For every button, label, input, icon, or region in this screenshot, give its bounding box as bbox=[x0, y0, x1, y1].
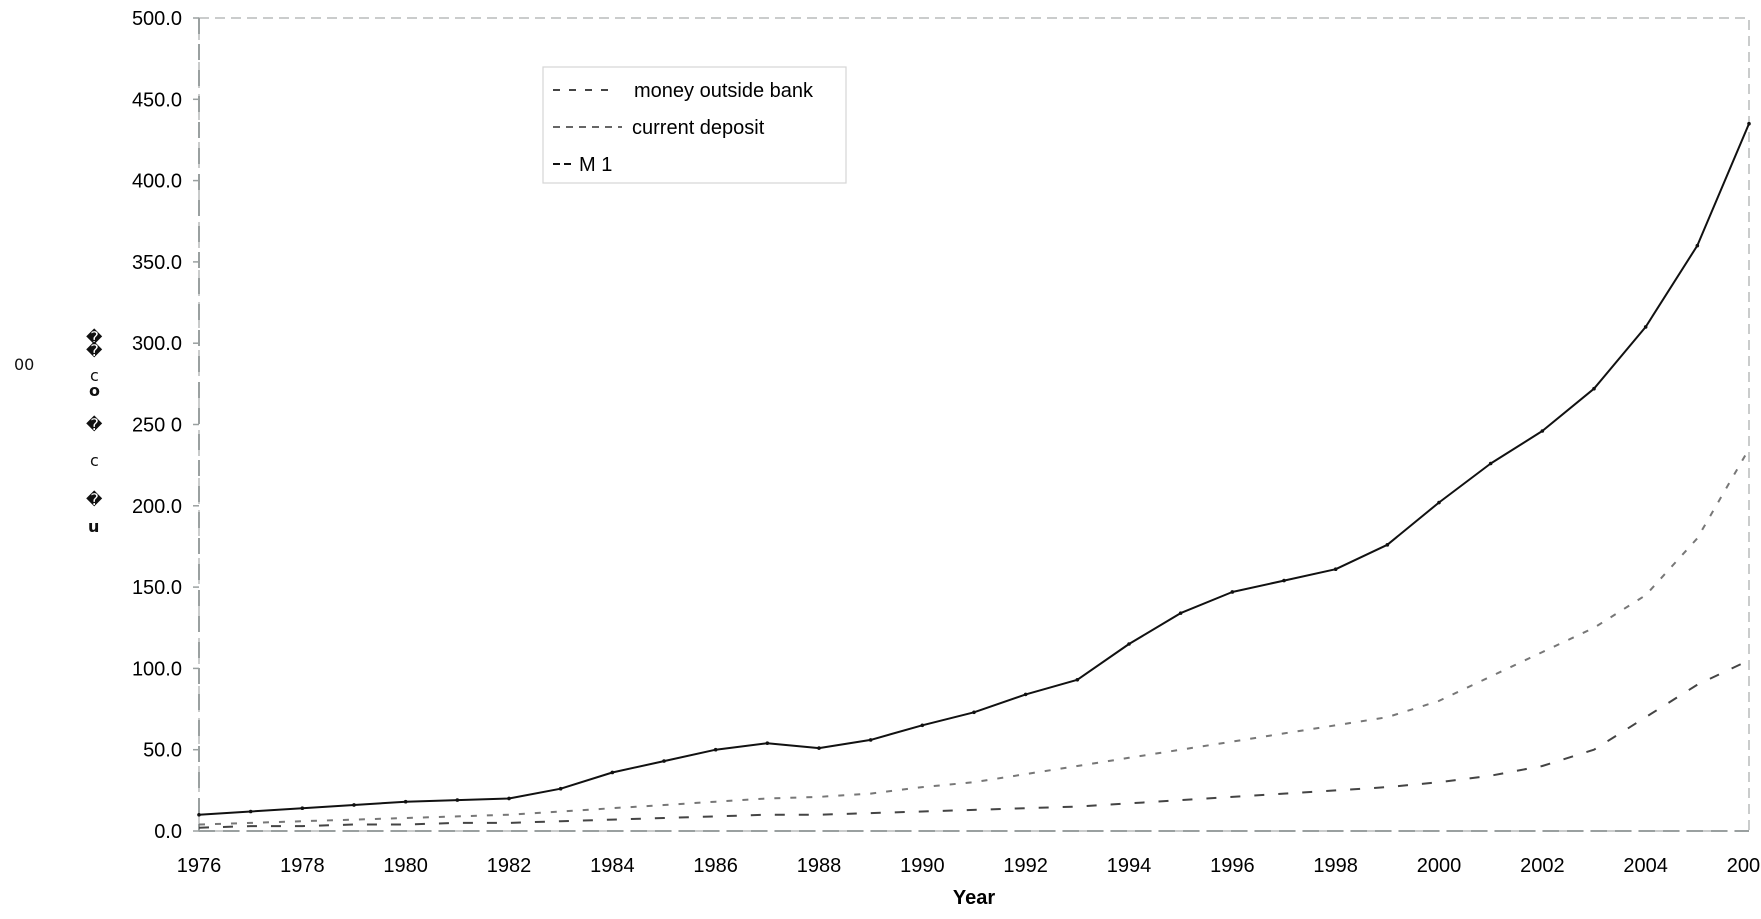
y-axis-label-glyph: u bbox=[88, 517, 99, 536]
x-tick-label: 1986 bbox=[693, 855, 738, 877]
x-tick-label: 1998 bbox=[1313, 855, 1358, 877]
y-axis-label-glyph: c bbox=[90, 451, 99, 470]
x-tick-label: 1990 bbox=[900, 855, 945, 877]
x-tick-label: 1994 bbox=[1107, 855, 1152, 877]
series-point bbox=[920, 723, 925, 728]
x-tick-label: 2002 bbox=[1520, 855, 1565, 877]
x-tick-label: 1992 bbox=[1003, 855, 1048, 877]
legend-box bbox=[542, 66, 847, 184]
series-point bbox=[662, 759, 666, 763]
series-point bbox=[1437, 500, 1441, 505]
series-layer bbox=[197, 121, 1751, 829]
y-tick-labels: 0.0 50.0 100.0 150.0 200.0 250 0 300.0 350.0 400… bbox=[132, 8, 199, 843]
series-line bbox=[198, 659, 1750, 829]
y-tick-label: 200.0 bbox=[132, 496, 182, 518]
series-point bbox=[1540, 429, 1545, 433]
series-point bbox=[455, 798, 460, 802]
x-tick-label: 2000 bbox=[1417, 855, 1462, 877]
y-tick-label: 50.0 bbox=[143, 740, 182, 762]
series-point bbox=[972, 710, 976, 715]
y-axis-label-glyph: o bbox=[89, 381, 100, 400]
x-tick-label: 2004 bbox=[1623, 855, 1668, 877]
y-axis-label-glyph: � bbox=[86, 341, 103, 360]
y-tick-label: 150.0 bbox=[132, 577, 182, 599]
series-point bbox=[1178, 611, 1183, 615]
y-axis-label-glyph: � bbox=[86, 328, 103, 347]
x-tick-label: 1988 bbox=[797, 855, 842, 877]
series-point bbox=[610, 770, 615, 775]
series-point bbox=[1488, 461, 1493, 466]
y-tick-label: 450.0 bbox=[132, 89, 182, 111]
y-axis-label-glyph: c bbox=[90, 366, 99, 385]
plot-frame bbox=[198, 17, 1750, 832]
series-point bbox=[1643, 325, 1648, 329]
y-axis-label-glyph: � bbox=[86, 490, 103, 509]
series-point bbox=[403, 799, 408, 804]
y-tick-label: 400.0 bbox=[132, 171, 182, 193]
series-point bbox=[1385, 543, 1390, 547]
y-tick-label: 300.0 bbox=[132, 333, 182, 355]
legend-label-money-outside-bank: money outside bank bbox=[634, 80, 814, 102]
x-axis-title: Year bbox=[953, 887, 995, 909]
y-tick-label: 250 0 bbox=[132, 415, 182, 437]
y-tick-label: 500.0 bbox=[132, 8, 182, 30]
x-tick-label: 1984 bbox=[590, 855, 635, 877]
y-tick-label: 100.0 bbox=[132, 658, 182, 680]
x-tick-label: 1978 bbox=[280, 855, 325, 877]
series-point bbox=[197, 812, 201, 817]
series-point bbox=[300, 806, 305, 811]
x-tick-label: 2006 bbox=[1727, 855, 1761, 877]
series-point bbox=[1333, 567, 1338, 572]
x-tick-label: 1980 bbox=[383, 855, 428, 877]
series-point bbox=[1282, 578, 1286, 583]
x-tick-label: 1996 bbox=[1210, 855, 1255, 877]
series-point bbox=[1230, 590, 1235, 594]
series-point bbox=[817, 746, 821, 750]
y-tick-label: 350.0 bbox=[132, 252, 182, 274]
x-tick-label: 1982 bbox=[487, 855, 532, 877]
series-point bbox=[1747, 121, 1751, 126]
y-axis-label: 00 � � c o � c � u bbox=[14, 328, 103, 536]
series-point bbox=[1695, 243, 1700, 248]
x-tick-labels: 1976 1978 1980 1982 1984 1986 1988 1990 1992 1994… bbox=[177, 855, 1761, 877]
series-point bbox=[1023, 692, 1028, 697]
legend-label-current-deposit: current deposit bbox=[632, 117, 765, 139]
series-point bbox=[248, 809, 253, 814]
legend-label-m1: M 1 bbox=[579, 154, 612, 176]
legend: money outside bank current deposit M 1 bbox=[542, 66, 847, 184]
series-point bbox=[713, 747, 718, 752]
series-point bbox=[1592, 386, 1596, 391]
series-point bbox=[507, 796, 511, 801]
series-point bbox=[1075, 677, 1080, 682]
series-point bbox=[352, 803, 356, 807]
series-point bbox=[1127, 642, 1131, 646]
series-line bbox=[198, 448, 1750, 826]
series-point bbox=[558, 786, 563, 791]
series-point bbox=[868, 738, 873, 742]
y-tick-label: 0.0 bbox=[154, 821, 182, 843]
y-axis-label-glyph: 00 bbox=[14, 355, 34, 374]
series-point bbox=[765, 741, 770, 745]
y-axis-label-glyph: � bbox=[86, 415, 103, 434]
x-tick-label: 1976 bbox=[177, 855, 222, 877]
